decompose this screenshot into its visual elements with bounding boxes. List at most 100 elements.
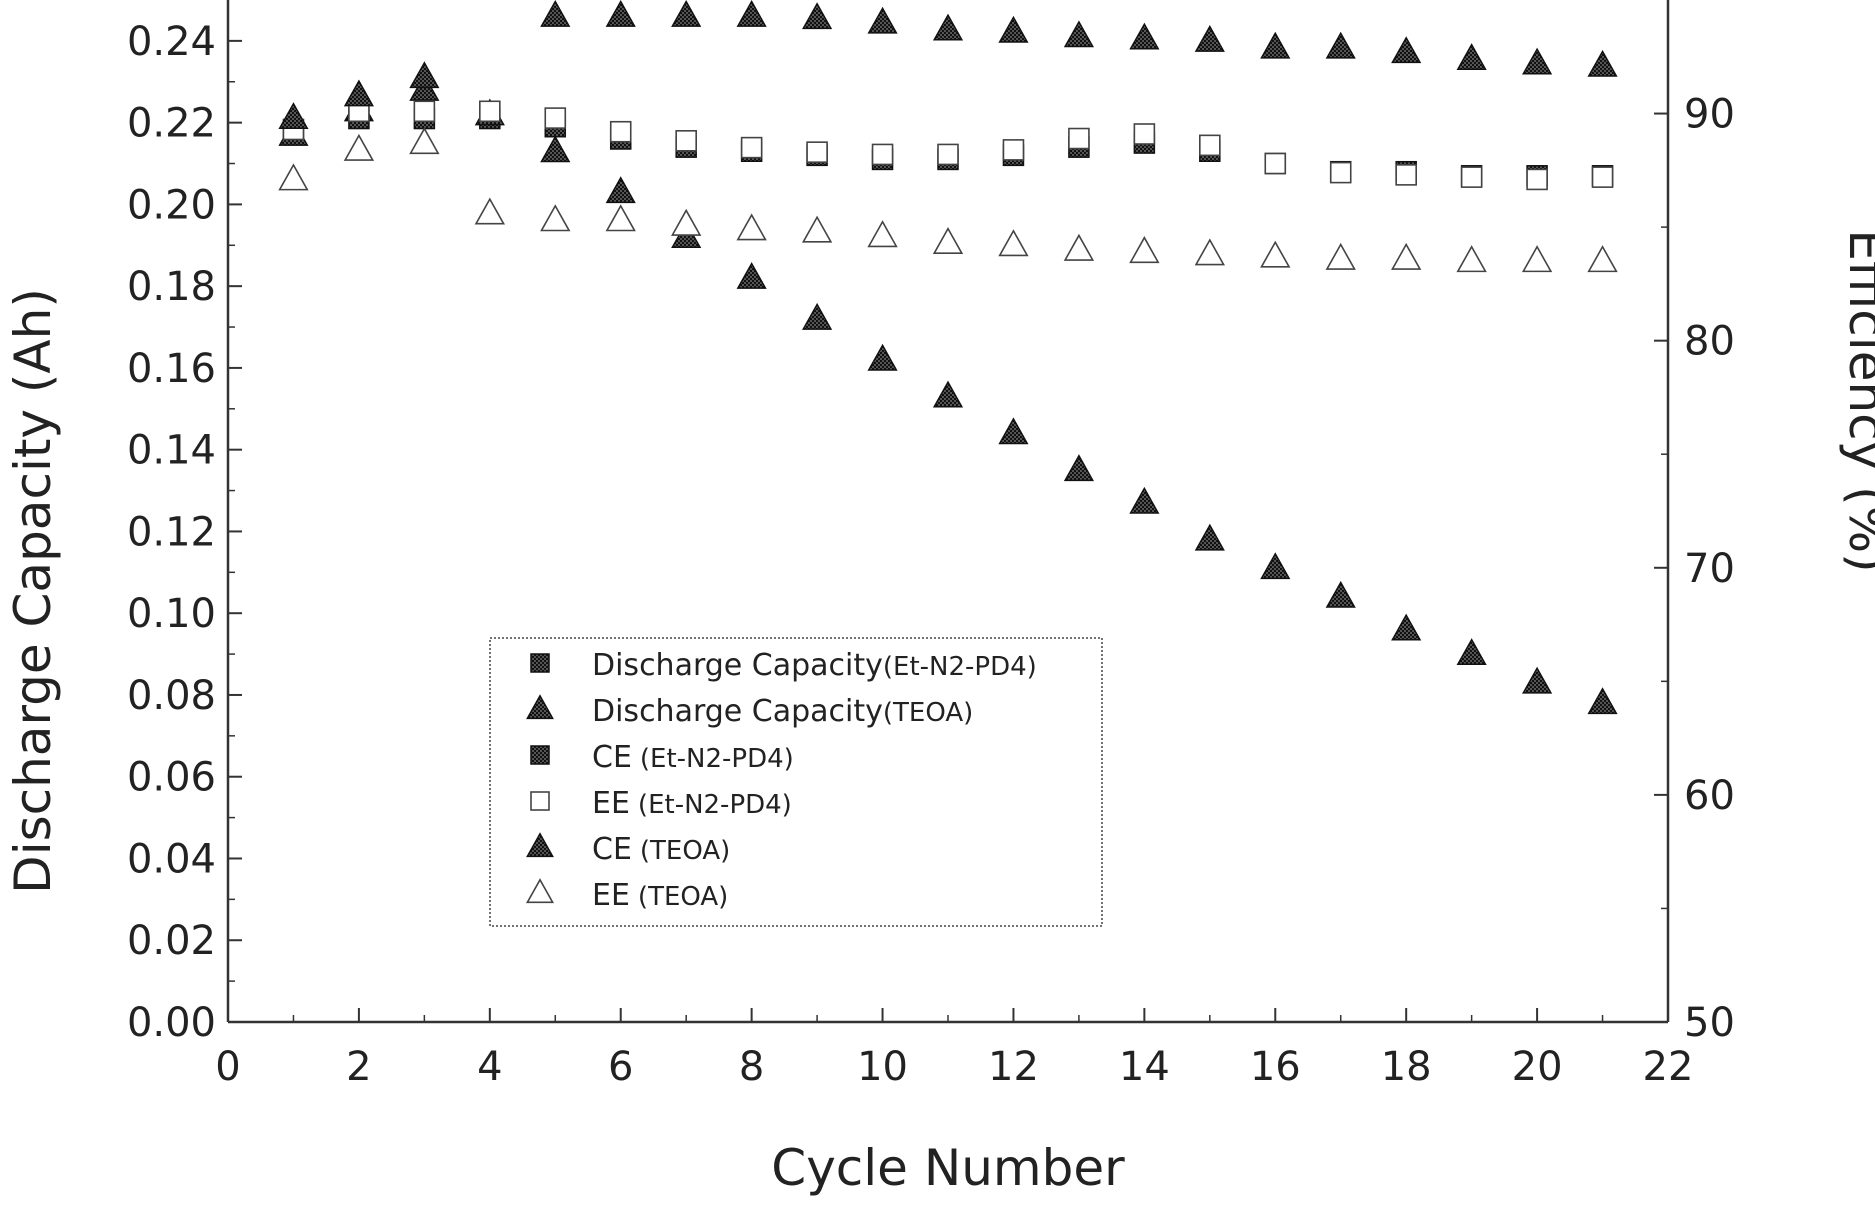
data-point <box>1587 687 1618 715</box>
x-tick-label: 22 <box>1643 1044 1694 1090</box>
data-point <box>278 163 309 191</box>
legend-marker-triangle-filled <box>526 694 554 720</box>
legend-label-sub: (Et-N2-PD4) <box>638 790 792 820</box>
x-tick-label: 16 <box>1250 1044 1301 1090</box>
y-tick-label: 0.12 <box>127 509 216 555</box>
data-point <box>998 229 1029 257</box>
legend-entry-ee-teoa: EE (TEOA) <box>525 878 728 913</box>
data-point <box>1591 166 1614 188</box>
data-point <box>540 0 571 27</box>
data-point <box>1325 31 1356 59</box>
data-point <box>871 143 894 166</box>
legend-marker-shape <box>530 653 550 673</box>
data-point <box>1002 139 1025 161</box>
y-tick-label: 0.22 <box>127 101 216 147</box>
x-tick-label: 2 <box>346 1044 371 1090</box>
data-point <box>671 0 702 27</box>
legend-label-sub: (TEOA) <box>883 698 973 728</box>
data-point <box>413 100 436 123</box>
legend-label-sub: (Et-N2-PD4) <box>883 652 1037 682</box>
data-point <box>1395 164 1417 186</box>
data-point <box>932 380 964 408</box>
x-tick-label: 8 <box>739 1044 764 1090</box>
legend-marker-square-open <box>530 791 550 811</box>
data-point <box>1587 245 1618 273</box>
legend-label: Discharge Capacity(Et-N2-PD4) <box>592 648 1037 683</box>
x-axis-title: Cycle Number <box>771 1139 1125 1197</box>
data-point <box>932 13 964 41</box>
legend-label-sub: (TEOA) <box>638 882 728 912</box>
x-tick-label: 4 <box>477 1044 502 1090</box>
data-point <box>1260 240 1291 268</box>
data-point <box>1129 236 1160 264</box>
legend-label: Discharge Capacity(TEOA) <box>592 694 973 729</box>
data-point <box>343 133 375 161</box>
data-point <box>1260 552 1291 580</box>
legend-entry-discharge-capacity-teoa: Discharge Capacity(TEOA) <box>526 694 973 729</box>
y2-tick-label: 70 <box>1684 546 1735 592</box>
data-point <box>736 213 767 241</box>
data-point <box>1063 454 1094 482</box>
data-point <box>867 220 898 248</box>
data-point <box>1391 613 1422 641</box>
legend-marker-shape <box>526 694 554 720</box>
data-point <box>409 127 440 155</box>
x-tick-label: 10 <box>857 1044 908 1090</box>
x-tick-label: 20 <box>1512 1044 1563 1090</box>
y2-tick-label: 90 <box>1684 92 1735 138</box>
data-point <box>1129 22 1160 50</box>
data-point <box>1325 242 1356 270</box>
data-point <box>1133 123 1156 145</box>
data-point <box>343 79 374 107</box>
series-5-points <box>278 127 1618 273</box>
legend-label-main: EE <box>592 878 630 913</box>
data-point <box>736 0 767 27</box>
legend-marker-shape <box>526 832 554 858</box>
y-tick-label: 0.20 <box>127 182 216 228</box>
data-point <box>867 6 898 34</box>
data-point <box>932 226 964 255</box>
y2-tick-label: 80 <box>1684 319 1735 365</box>
data-point <box>867 343 898 371</box>
legend-label-main: Discharge Capacity <box>592 648 883 683</box>
legend-label-sub: (TEOA) <box>640 836 730 866</box>
data-point <box>1456 638 1487 666</box>
data-point <box>1264 152 1287 175</box>
data-point <box>1194 523 1225 551</box>
data-point <box>1456 245 1487 273</box>
data-point <box>605 176 636 204</box>
plot-area <box>278 0 1618 715</box>
data-point <box>474 197 505 225</box>
legend-marker-triangle-filled <box>526 832 554 858</box>
y-tick-label: 0.00 <box>127 1000 216 1046</box>
data-point <box>540 204 571 232</box>
legend-marker-shape <box>530 745 550 765</box>
legend-label-sub: (Et-N2-PD4) <box>640 744 794 774</box>
legend-label-main: CE <box>592 832 632 867</box>
data-point <box>1325 580 1356 608</box>
data-point <box>1522 47 1553 75</box>
legend-marker-shape <box>530 791 550 811</box>
y2-axis-title: Efficiency (%) <box>1838 229 1875 572</box>
data-point <box>806 141 828 163</box>
data-point <box>1194 238 1225 266</box>
legend: Discharge Capacity(Et-N2-PD4) Discharge … <box>489 637 1103 927</box>
series-3-points <box>282 100 1614 191</box>
y-tick-label: 0.16 <box>127 346 216 392</box>
x-tick-label: 18 <box>1381 1044 1432 1090</box>
data-point <box>740 136 763 159</box>
data-point <box>998 15 1029 43</box>
legend-marker-shape <box>525 878 555 904</box>
data-point <box>1063 20 1094 48</box>
data-point <box>605 0 636 27</box>
y-tick-label: 0.24 <box>127 19 216 65</box>
data-point <box>1129 486 1160 514</box>
y-tick-label: 0.04 <box>127 836 216 882</box>
data-point <box>1526 168 1548 191</box>
legend-label-main: CE <box>592 740 632 775</box>
data-point <box>1063 233 1095 261</box>
data-point <box>998 417 1029 445</box>
data-point <box>1194 24 1225 52</box>
data-point <box>736 262 767 289</box>
